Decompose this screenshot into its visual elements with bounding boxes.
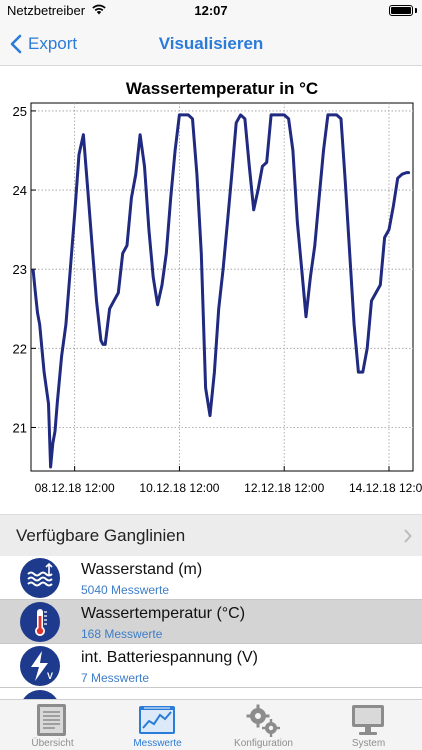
battery-voltage-icon: V (20, 646, 60, 686)
chevron-left-icon (10, 34, 22, 54)
temperature-chart: Wassertemperatur in °C 21 22 23 24 25 08.12.… (0, 67, 422, 505)
tab-label: Messwerte (133, 738, 182, 749)
y-tick-label: 22 (13, 341, 27, 356)
list-item-count: 7 Messwerte (81, 671, 150, 685)
x-tick-label: 12.12.18 12:00 (244, 481, 324, 495)
tab-bar: Übersicht Messwerte Konfiguration (0, 699, 422, 750)
wifi-icon (92, 4, 106, 15)
battery-nub (415, 8, 417, 13)
battery-fill (391, 7, 411, 14)
svg-text:V: V (47, 671, 53, 681)
available-series-header[interactable]: Verfügbare Ganglinien (0, 514, 422, 556)
water-level-icon (20, 558, 60, 598)
clock: 12:07 (194, 3, 228, 18)
list-item-water-level[interactable]: Wasserstand (m) 5040 Messwerte (0, 556, 422, 600)
chevron-right-icon (404, 529, 412, 543)
list-item-label: Wassertemperatur (°C) (81, 605, 246, 622)
list-item-label: int. Batteriespannung (V) (81, 649, 258, 666)
tab-overview[interactable]: Übersicht (0, 700, 105, 750)
y-axis-ticks: 21 22 23 24 25 (13, 104, 36, 435)
list-item-label: Wasserstand (m) (81, 561, 203, 578)
tab-measurements[interactable]: Messwerte (105, 700, 210, 750)
x-tick-label: 10.12.18 12:00 (139, 481, 219, 495)
list-item-count: 168 Messwerte (81, 627, 163, 641)
list-item-water-temperature[interactable]: Wassertemperatur (°C) 168 Messwerte (0, 600, 422, 644)
y-tick-label: 23 (13, 262, 27, 277)
status-bar: Netzbetreiber 12:07 (0, 0, 422, 22)
tab-system[interactable]: System (316, 700, 421, 750)
y-tick-label: 25 (13, 104, 27, 119)
measurements-chart-icon (139, 706, 175, 734)
chart-svg: Wassertemperatur in °C 21 22 23 24 25 08.12.… (13, 79, 422, 495)
gears-icon (246, 704, 280, 737)
navigation-bar: Export Visualisieren (0, 22, 422, 66)
back-button[interactable]: Export (10, 30, 77, 58)
battery-icon (389, 5, 413, 16)
x-tick-label: 14.12.18 12:00 (349, 481, 422, 495)
tab-configuration[interactable]: Konfiguration (211, 700, 316, 750)
tab-label: System (351, 738, 386, 749)
y-tick-label: 21 (13, 420, 27, 435)
monitor-icon (352, 705, 384, 735)
list-item-count: 5040 Messwerte (81, 583, 170, 597)
chart-title: Wassertemperatur in °C (126, 79, 318, 98)
tab-label: Konfiguration (234, 738, 293, 749)
list-item-battery-voltage[interactable]: V int. Batteriespannung (V) 7 Messwerte (0, 644, 422, 688)
page-title: Visualisieren (158, 34, 264, 53)
back-label: Export (28, 34, 78, 53)
series-line (31, 113, 411, 469)
tab-label: Übersicht (31, 738, 74, 749)
y-tick-label: 24 (13, 183, 27, 198)
section-title: Verfügbare Ganglinien (16, 526, 186, 545)
thermometer-icon (20, 602, 60, 642)
x-axis-ticks: 08.12.18 12:00 10.12.18 12:00 12.12.18 12:… (35, 466, 422, 495)
x-tick-label: 08.12.18 12:00 (35, 481, 115, 495)
overview-document-icon (37, 704, 66, 736)
carrier-label: Netzbetreiber (7, 3, 86, 18)
